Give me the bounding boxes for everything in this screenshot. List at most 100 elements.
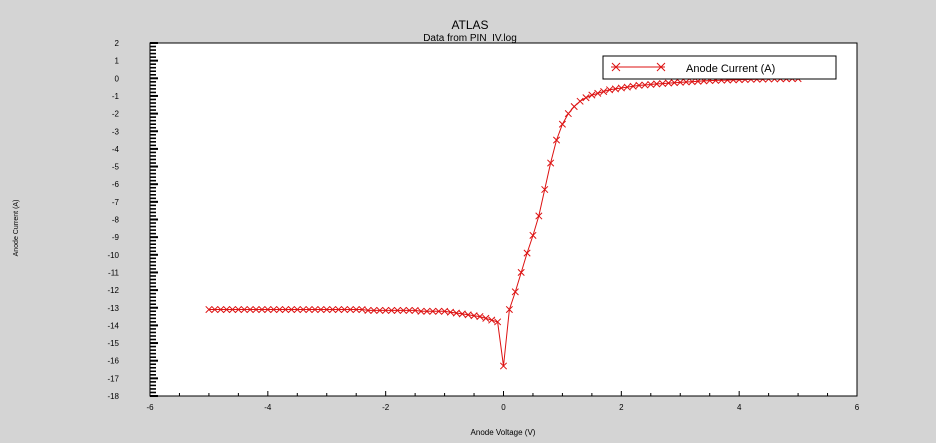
data-point-marker [340,305,348,314]
y-tick-label: -12 [107,286,119,295]
y-tick-label: 2 [115,39,120,48]
data-point-marker [223,305,231,314]
data-point-marker [688,78,696,86]
data-point-marker [358,305,366,314]
data-point-marker [664,79,673,87]
data-point-marker [399,306,407,314]
x-tick-label: 4 [737,403,742,412]
data-point-marker [441,307,449,315]
y-tick-label: -17 [107,374,119,383]
y-tick-label: -16 [107,357,119,366]
data-point-marker [517,268,525,277]
data-point-marker [388,306,396,314]
data-point-marker [552,136,561,144]
x-axis-label: Anode Voltage (V) [471,428,536,437]
data-point-marker [370,306,378,314]
y-tick-label: -6 [112,180,120,189]
data-point-marker [246,305,254,314]
data-point-marker [423,307,431,315]
data-point-marker [499,362,508,370]
data-point-marker [376,306,384,314]
data-point-marker [382,306,390,314]
data-point-marker [417,307,425,315]
x-tick-label: -2 [382,403,390,412]
legend-box [602,55,837,80]
data-point-marker [635,81,643,89]
x-tick-label: 2 [619,403,624,412]
y-tick-label: -10 [107,251,119,260]
data-point-marker [429,307,437,315]
chart-title: ATLAS [451,18,488,32]
data-point-marker [464,311,472,319]
data-point-marker [411,306,419,314]
data-point-marker [676,78,684,86]
y-tick-label: -13 [107,304,119,313]
data-point-marker [323,305,331,314]
plot-area [149,42,858,397]
y-tick-label: -3 [112,127,120,136]
data-point-marker [258,305,266,314]
data-point-marker [494,318,502,326]
y-tick-label: -2 [112,110,120,119]
y-tick-label: -1 [112,92,120,101]
data-point-marker [211,305,219,314]
data-point-marker [329,305,337,314]
data-point-marker [452,309,460,317]
x-tick-label: -6 [146,403,154,412]
data-point-marker [564,110,572,118]
y-tick-label: -8 [112,216,120,225]
data-point-marker [393,306,402,314]
data-point-marker [600,87,608,96]
data-point-marker [570,102,578,111]
legend-marker-icon [611,62,666,72]
data-point-marker [346,305,354,314]
y-tick-label: -11 [108,268,120,277]
data-point-marker [629,82,637,90]
legend-label: Anode Current (A) [686,63,775,75]
data-point-marker [547,159,555,167]
y-axis: 2 1 0 -1 -2 -3 -4 -5 -6 -7 -8 -9 -10 -11 -12 -13 -14 -15 -… [107,39,158,401]
data-point-marker [276,305,284,314]
y-tick-label: -9 [112,233,120,242]
data-point-marker [435,307,443,315]
data-point-marker [364,306,372,314]
data-point-marker [523,249,531,257]
y-tick-label: -4 [112,145,120,154]
data-point-marker [270,305,278,314]
x-axis: -6 -4 -2 0 2 4 6 [146,391,860,412]
data-point-marker [670,79,678,87]
data-point-marker [446,308,455,316]
data-point-marker [317,305,325,314]
data-point-marker [505,305,513,314]
data-point-marker [617,84,625,92]
data-point-marker [682,78,690,86]
y-tick-label: 1 [115,57,120,66]
y-tick-label: -18 [107,392,119,401]
data-point-marker [647,80,655,89]
x-tick-label: -4 [264,403,272,412]
data-point-marker [252,305,260,314]
data-point-marker [299,305,307,314]
data-point-marker [476,313,484,321]
data-point-marker [240,305,248,314]
chart-subtitle: Data from PIN_IV.log [423,33,517,44]
data-point-marker [287,305,295,314]
data-point-marker [488,316,496,324]
data-point-marker [458,310,466,318]
data-point-marker [234,305,242,314]
data-point-marker [594,89,602,97]
data-point-marker [582,94,590,102]
data-point-marker [311,305,319,314]
y-tick-label: -5 [112,163,120,172]
y-tick-label: -7 [112,198,120,207]
data-point-marker [305,305,313,314]
data-point-marker [352,305,360,314]
data-point-marker [653,80,661,88]
data-point-marker [470,312,478,320]
y-tick-label: 0 [115,74,120,83]
data-point-marker [334,305,343,314]
data-point-marker [205,305,213,314]
data-point-marker [529,231,537,239]
